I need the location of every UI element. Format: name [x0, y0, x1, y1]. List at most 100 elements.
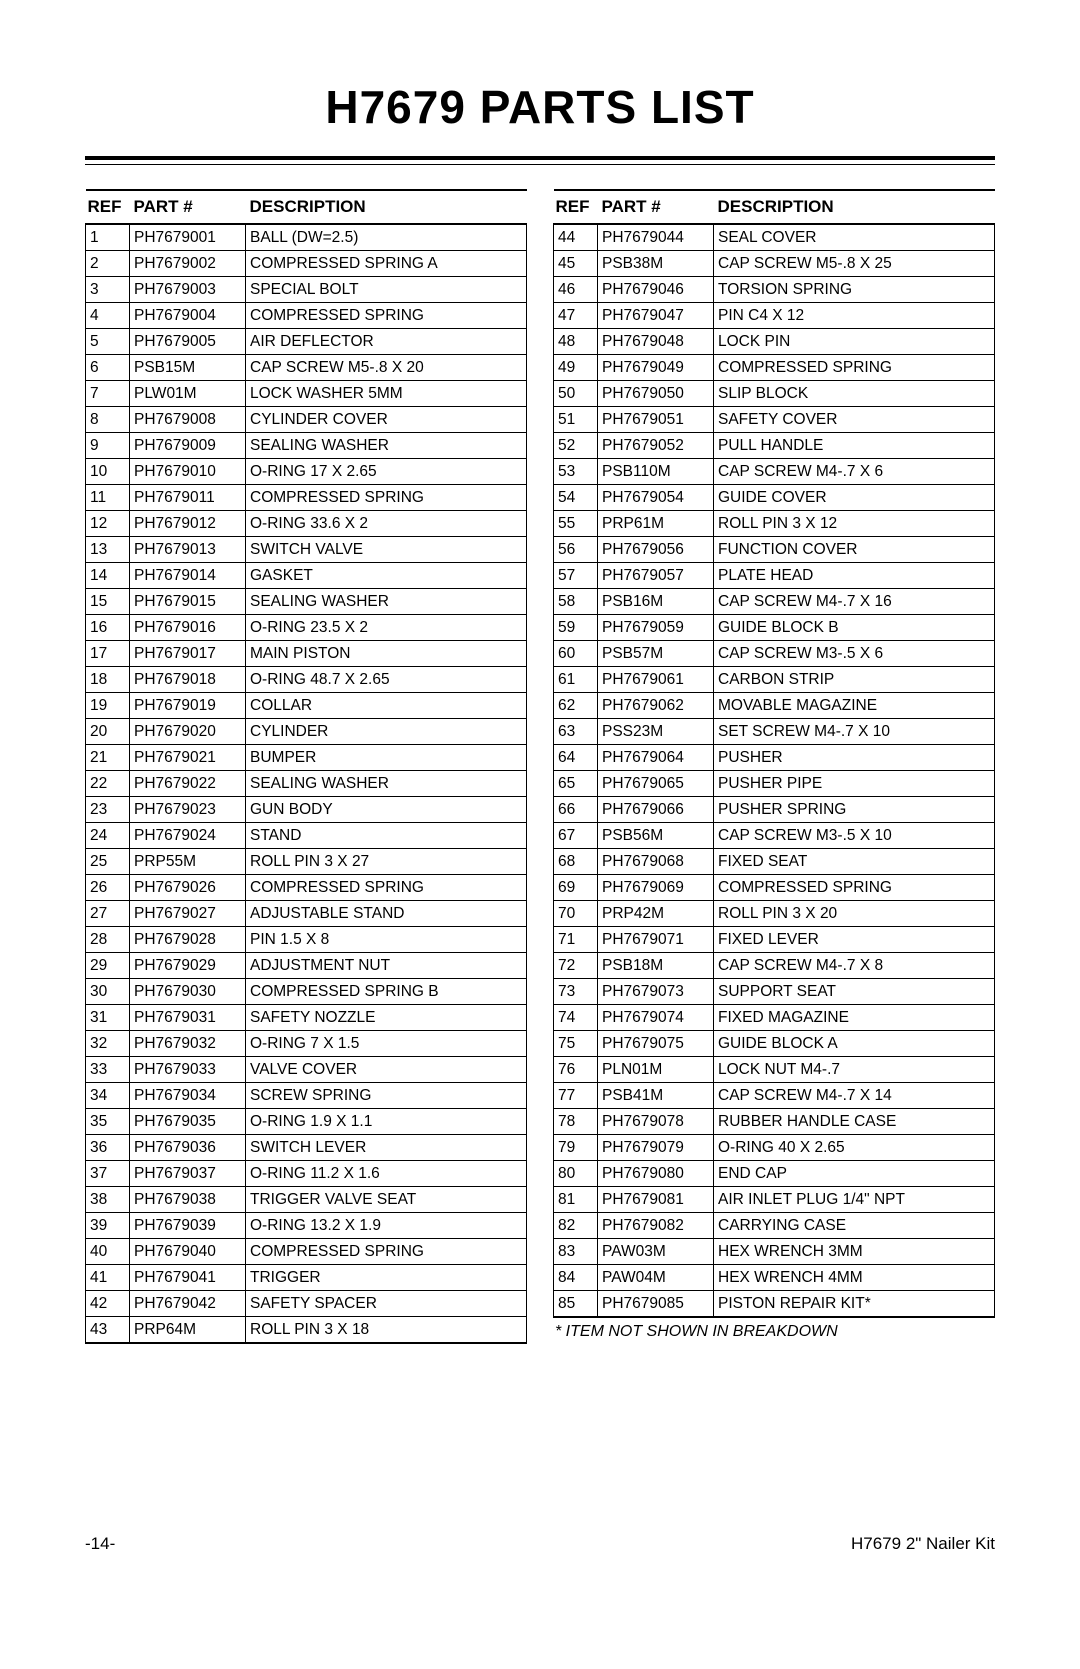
cell-part: PRP61M [598, 511, 714, 537]
cell-desc: SPECIAL BOLT [246, 277, 527, 303]
cell-desc: CARRYING CASE [714, 1213, 995, 1239]
table-header-row: REF PART # DESCRIPTION [554, 190, 995, 224]
cell-ref: 31 [86, 1005, 130, 1031]
table-row: 68PH7679068FIXED SEAT [554, 849, 995, 875]
table-row: 75PH7679075GUIDE BLOCK A [554, 1031, 995, 1057]
cell-ref: 25 [86, 849, 130, 875]
cell-ref: 40 [86, 1239, 130, 1265]
cell-desc: SAFETY SPACER [246, 1291, 527, 1317]
cell-ref: 70 [554, 901, 598, 927]
table-row: 77PSB41MCAP SCREW M4-.7 X 14 [554, 1083, 995, 1109]
table-row: 20PH7679020CYLINDER [86, 719, 527, 745]
cell-desc: PUSHER PIPE [714, 771, 995, 797]
cell-desc: GASKET [246, 563, 527, 589]
table-row: 54PH7679054GUIDE COVER [554, 485, 995, 511]
cell-desc: RUBBER HANDLE CASE [714, 1109, 995, 1135]
table-row: 19PH7679019COLLAR [86, 693, 527, 719]
cell-part: PH7679054 [598, 485, 714, 511]
cell-part: PH7679005 [130, 329, 246, 355]
table-row: 40PH7679040COMPRESSED SPRING [86, 1239, 527, 1265]
cell-desc: FIXED LEVER [714, 927, 995, 953]
cell-ref: 12 [86, 511, 130, 537]
cell-desc: SET SCREW M4-.7 X 10 [714, 719, 995, 745]
cell-desc: COMPRESSED SPRING [246, 1239, 527, 1265]
cell-part: PH7679013 [130, 537, 246, 563]
table-row: 62PH7679062MOVABLE MAGAZINE [554, 693, 995, 719]
header-part: PART # [598, 190, 714, 224]
cell-ref: 5 [86, 329, 130, 355]
cell-ref: 51 [554, 407, 598, 433]
cell-desc: CAP SCREW M4-.7 X 6 [714, 459, 995, 485]
cell-desc: O-RING 48.7 X 2.65 [246, 667, 527, 693]
divider-thick [85, 156, 995, 160]
cell-desc: CAP SCREW M3-.5 X 6 [714, 641, 995, 667]
header-ref: REF [554, 190, 598, 224]
cell-part: PH7679035 [130, 1109, 246, 1135]
cell-part: PH7679051 [598, 407, 714, 433]
cell-desc: COMPRESSED SPRING [714, 355, 995, 381]
cell-ref: 6 [86, 355, 130, 381]
table-row: 85PH7679085PISTON REPAIR KIT* [554, 1291, 995, 1318]
cell-part: PH7679062 [598, 693, 714, 719]
cell-ref: 54 [554, 485, 598, 511]
table-row: 61PH7679061CARBON STRIP [554, 667, 995, 693]
table-row: 49PH7679049COMPRESSED SPRING [554, 355, 995, 381]
cell-desc: SWITCH VALVE [246, 537, 527, 563]
cell-desc: SWITCH LEVER [246, 1135, 527, 1161]
cell-ref: 17 [86, 641, 130, 667]
table-row: 46PH7679046TORSION SPRING [554, 277, 995, 303]
cell-part: PH7679020 [130, 719, 246, 745]
cell-part: PH7679003 [130, 277, 246, 303]
cell-part: PSB15M [130, 355, 246, 381]
cell-desc: GUIDE BLOCK A [714, 1031, 995, 1057]
cell-ref: 29 [86, 953, 130, 979]
cell-part: PSS23M [598, 719, 714, 745]
page-number: -14- [85, 1534, 115, 1554]
table-row: 29PH7679029ADJUSTMENT NUT [86, 953, 527, 979]
cell-ref: 69 [554, 875, 598, 901]
cell-ref: 75 [554, 1031, 598, 1057]
cell-desc: TORSION SPRING [714, 277, 995, 303]
cell-part: PSB16M [598, 589, 714, 615]
cell-ref: 42 [86, 1291, 130, 1317]
cell-ref: 43 [86, 1317, 130, 1344]
cell-ref: 20 [86, 719, 130, 745]
cell-ref: 62 [554, 693, 598, 719]
cell-part: PH7679018 [130, 667, 246, 693]
cell-ref: 60 [554, 641, 598, 667]
table-row: 73PH7679073SUPPORT SEAT [554, 979, 995, 1005]
cell-desc: VALVE COVER [246, 1057, 527, 1083]
cell-desc: SEALING WASHER [246, 589, 527, 615]
cell-ref: 78 [554, 1109, 598, 1135]
cell-part: PH7679048 [598, 329, 714, 355]
cell-desc: GUN BODY [246, 797, 527, 823]
table-row: 2PH7679002COMPRESSED SPRING A [86, 251, 527, 277]
table-row: 66PH7679066PUSHER SPRING [554, 797, 995, 823]
cell-part: PH7679030 [130, 979, 246, 1005]
cell-desc: ADJUSTMENT NUT [246, 953, 527, 979]
cell-desc: SUPPORT SEAT [714, 979, 995, 1005]
cell-ref: 83 [554, 1239, 598, 1265]
table-row: 16PH7679016O-RING 23.5 X 2 [86, 615, 527, 641]
cell-ref: 1 [86, 224, 130, 251]
cell-ref: 71 [554, 927, 598, 953]
cell-part: PH7679011 [130, 485, 246, 511]
cell-part: PH7679010 [130, 459, 246, 485]
table-row: 21PH7679021BUMPER [86, 745, 527, 771]
cell-ref: 65 [554, 771, 598, 797]
cell-part: PH7679019 [130, 693, 246, 719]
table-row: 50PH7679050SLIP BLOCK [554, 381, 995, 407]
table-row: 15PH7679015SEALING WASHER [86, 589, 527, 615]
table-row: 57PH7679057PLATE HEAD [554, 563, 995, 589]
cell-ref: 3 [86, 277, 130, 303]
table-row: 36PH7679036SWITCH LEVER [86, 1135, 527, 1161]
cell-desc: CYLINDER COVER [246, 407, 527, 433]
cell-ref: 73 [554, 979, 598, 1005]
cell-part: PH7679046 [598, 277, 714, 303]
cell-part: PH7679073 [598, 979, 714, 1005]
table-row: 7PLW01MLOCK WASHER 5MM [86, 381, 527, 407]
cell-part: PH7679059 [598, 615, 714, 641]
page-title: H7679 PARTS LIST [85, 80, 995, 134]
cell-part: PH7679022 [130, 771, 246, 797]
cell-part: PH7679044 [598, 224, 714, 251]
